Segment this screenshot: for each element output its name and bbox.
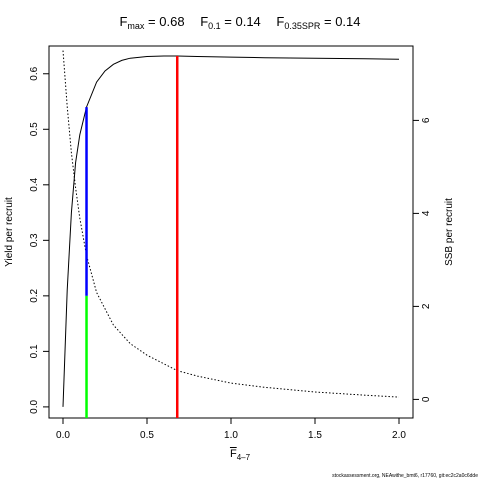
- y-right-tick-label: 6: [421, 117, 432, 123]
- y-right-tick-label: 2: [421, 303, 432, 309]
- y-left-tick-label: 0.1: [29, 344, 40, 358]
- y-left-tick-label: 0.5: [29, 122, 40, 136]
- plot-frame: [48, 45, 414, 419]
- x-tick-label: 1.5: [308, 430, 322, 441]
- x-tick-label: 0.5: [140, 430, 154, 441]
- footer-source: stockassessment.org, NEAwithe_bmt6, r177…: [332, 473, 478, 479]
- x-tick-label: 2.0: [392, 430, 406, 441]
- y-left-tick-label: 0.4: [29, 177, 40, 191]
- y-left-tick-label: 0.3: [29, 233, 40, 247]
- title-f01: F0.1 = 0.14: [200, 14, 261, 31]
- series-line-1: [62, 55, 400, 407]
- x-tick-label: 1.0: [224, 430, 238, 441]
- y-axis-right-label: SSB per recruit: [444, 198, 455, 266]
- y-left-tick-label: 0.6: [29, 66, 40, 80]
- series-line-2: [62, 50, 400, 398]
- x-tick-label: 0.0: [56, 430, 70, 441]
- title-fspr: F0.35SPR = 0.14: [276, 14, 361, 31]
- y-left-tick-label: 0.0: [29, 400, 40, 414]
- y-right-tick-label: 0: [421, 396, 432, 402]
- x-axis-label: F4–7: [229, 448, 251, 462]
- y-left-tick-label: 0.2: [29, 288, 40, 302]
- title-fmax: Fmax = 0.68: [119, 14, 185, 31]
- chart-title: Fmax = 0.68 F0.1 = 0.14 F0.35SPR = 0.14: [0, 14, 480, 31]
- y-right-tick-label: 4: [421, 210, 432, 216]
- y-axis-left-label: Yield per recruit: [4, 197, 15, 267]
